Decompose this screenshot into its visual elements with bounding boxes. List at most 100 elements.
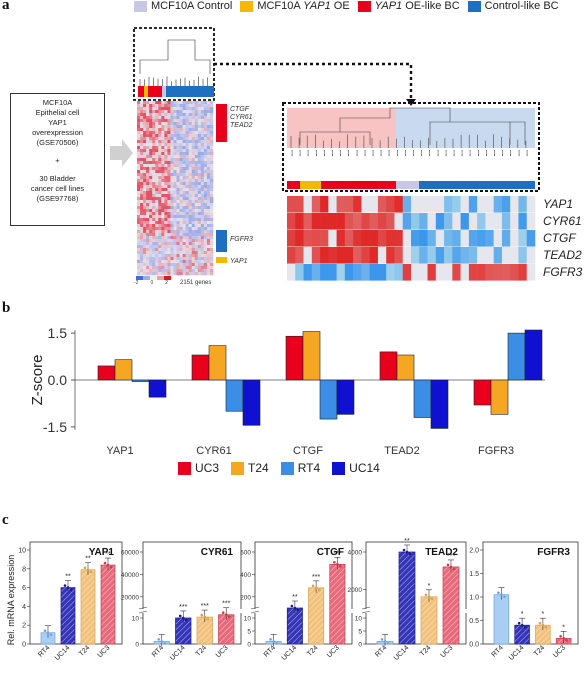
heatmap-gene-label-yap1: YAP1 xyxy=(230,258,248,265)
red-gene-block xyxy=(216,104,227,142)
replicate-dot xyxy=(157,638,161,641)
x-category-label: RT4 xyxy=(374,644,388,658)
y-tick-label: 60000 xyxy=(121,550,139,557)
svg-text:▪▪▪▪▪: ▪▪▪▪▪ xyxy=(452,150,456,156)
replicate-dot xyxy=(66,586,70,589)
replicate-dot xyxy=(503,595,506,598)
bar-t24-cyr61 xyxy=(208,345,227,381)
y-tick-label: 2 xyxy=(22,623,26,630)
replicate-dot xyxy=(83,566,87,570)
replicate-dot xyxy=(63,584,67,587)
replicate-dot xyxy=(46,631,50,635)
significance-stars: * xyxy=(562,624,565,631)
x-category-label: UC14 xyxy=(508,644,526,662)
y-tick-label: 10 xyxy=(355,616,363,623)
bar-uc14 xyxy=(286,607,303,645)
significance-stars: *** xyxy=(179,604,187,611)
chart-title: TEAD2 xyxy=(425,547,458,558)
bar-uc14-ctgf xyxy=(336,379,355,415)
replicate-dot xyxy=(89,570,93,574)
heatmap-gene-count: 2151 genes xyxy=(180,280,212,286)
bar-t24-fgfr3 xyxy=(490,379,509,415)
y-tick-label: 0 xyxy=(247,642,251,649)
significance-stars: * xyxy=(428,583,431,590)
replicate-dot xyxy=(184,618,188,622)
small-heatmap xyxy=(137,101,214,276)
svg-text:▪▪▪▪▪: ▪▪▪▪▪ xyxy=(306,150,310,156)
svg-text:▪▪▪▪▪: ▪▪▪▪▪ xyxy=(468,150,472,156)
x-category-label: RT4 xyxy=(263,644,277,658)
z-score-legend: UC3 T24 RT4 UC14 xyxy=(178,461,380,475)
svg-text:▪▪▪▪▪: ▪▪▪▪▪ xyxy=(484,150,488,156)
legend-label: MCF10A Control xyxy=(151,0,233,12)
replicate-dot xyxy=(275,642,278,645)
zoom-connector xyxy=(214,62,413,100)
svg-text:▪▪▪▪▪: ▪▪▪▪▪ xyxy=(314,150,318,156)
legend-item-mcf10a-control: MCF10A Control xyxy=(134,0,232,12)
x-category-label: FGFR3 xyxy=(478,445,514,457)
axis-break xyxy=(365,609,467,613)
chart-title: FGFR3 xyxy=(537,547,570,558)
replicate-dot xyxy=(200,613,204,617)
legend-item-uc14: UC14 xyxy=(332,461,380,475)
svg-text:▪▪▪▪▪: ▪▪▪▪▪ xyxy=(339,150,343,156)
legend-label: Control-like BC xyxy=(484,0,559,12)
svg-text:▪▪▪▪▪: ▪▪▪▪▪ xyxy=(476,150,480,156)
legend-swatch xyxy=(467,0,481,12)
axis-break-mark xyxy=(138,610,148,614)
legend-label: MCF10A YAP1 OE xyxy=(257,0,350,12)
chart-frame xyxy=(29,541,123,645)
replicate-dot xyxy=(430,597,434,601)
replicate-dot xyxy=(520,623,524,627)
x-category-label: UC3 xyxy=(440,644,455,659)
x-category-label: T24 xyxy=(533,644,547,658)
y-axis-label: Rel. mRNA expression xyxy=(6,555,16,646)
x-category-label: UC14 xyxy=(54,644,72,662)
y-tick-label: 5 xyxy=(247,629,251,636)
replicate-dot xyxy=(221,611,225,615)
significance-stars: ** xyxy=(85,556,91,563)
replicate-dot xyxy=(449,565,453,569)
bar-uc14-yap1 xyxy=(148,379,167,398)
y-tick-label: 0.0 xyxy=(469,642,479,649)
x-category-label: UC3 xyxy=(326,644,341,659)
y-tick-label: 2000 xyxy=(348,587,363,594)
significance-stars: *** xyxy=(447,553,455,560)
svg-text:▪▪▪▪▪: ▪▪▪▪▪ xyxy=(420,150,424,156)
group-bar-segment xyxy=(148,86,162,97)
y-tick-label: 200 xyxy=(240,594,251,601)
panel-label-a: a xyxy=(2,0,10,13)
legend-item-yap1-oe-like-bc: YAP1 OE-like BC xyxy=(357,0,460,12)
zoom-group-bar-segment xyxy=(419,181,535,189)
x-category-label: CTGF xyxy=(293,445,323,457)
bar-uc3-ctgf xyxy=(285,335,304,381)
svg-text:▪▪▪▪▪: ▪▪▪▪▪ xyxy=(403,150,407,156)
group-bar-segment xyxy=(144,86,148,97)
bar-t24-ctgf xyxy=(302,331,321,381)
x-category-label: UC3 xyxy=(97,644,112,659)
svg-text:▪▪▪▪▪: ▪▪▪▪▪ xyxy=(387,150,391,156)
replicate-dot xyxy=(565,639,568,642)
replicate-dot xyxy=(500,593,503,596)
zoom-group-bar-segment xyxy=(300,181,321,189)
axis-break xyxy=(142,609,242,613)
bar-t24-yap1 xyxy=(114,359,133,381)
svg-text:▪▪▪▪▪: ▪▪▪▪▪ xyxy=(290,150,294,156)
svg-text:▪▪▪▪▪: ▪▪▪▪▪ xyxy=(347,150,351,156)
bar-rt4-cyr61 xyxy=(225,379,244,412)
legend-item-t24: T24 xyxy=(231,461,269,475)
sample-tick-labels: ▪▪▪▪▪ ▪▪▪▪▪ ▪▪▪▪▪ ▪▪▪▪▪ ▪▪▪▪▪ ▪▪▪▪▪ ▪▪▪▪▪ ▪▪▪▪▪… xyxy=(290,150,529,156)
significance-stars: ** xyxy=(105,551,111,558)
legend-swatch xyxy=(240,0,254,12)
replicate-dot xyxy=(452,567,456,571)
x-category-label: RT4 xyxy=(491,644,505,658)
sample-group-legend: MCF10A Control MCF10A YAP1 OE YAP1 OE-li… xyxy=(134,0,559,12)
significance-stars: * xyxy=(542,611,545,618)
svg-text:▪▪▪▪▪: ▪▪▪▪▪ xyxy=(436,150,440,156)
svg-text:▪▪▪▪▪: ▪▪▪▪▪ xyxy=(363,150,367,156)
replicate-dot xyxy=(517,621,521,625)
zoom-blue-region xyxy=(396,108,535,148)
y-axis-label: Z-score xyxy=(29,355,46,406)
y-tick-label: 1.5 xyxy=(469,571,479,578)
mrna-chart-tead2: TEAD2 0 5 10 2000 4000 RT4 ** UC14 * T24 *** UC3 xyxy=(348,538,467,662)
